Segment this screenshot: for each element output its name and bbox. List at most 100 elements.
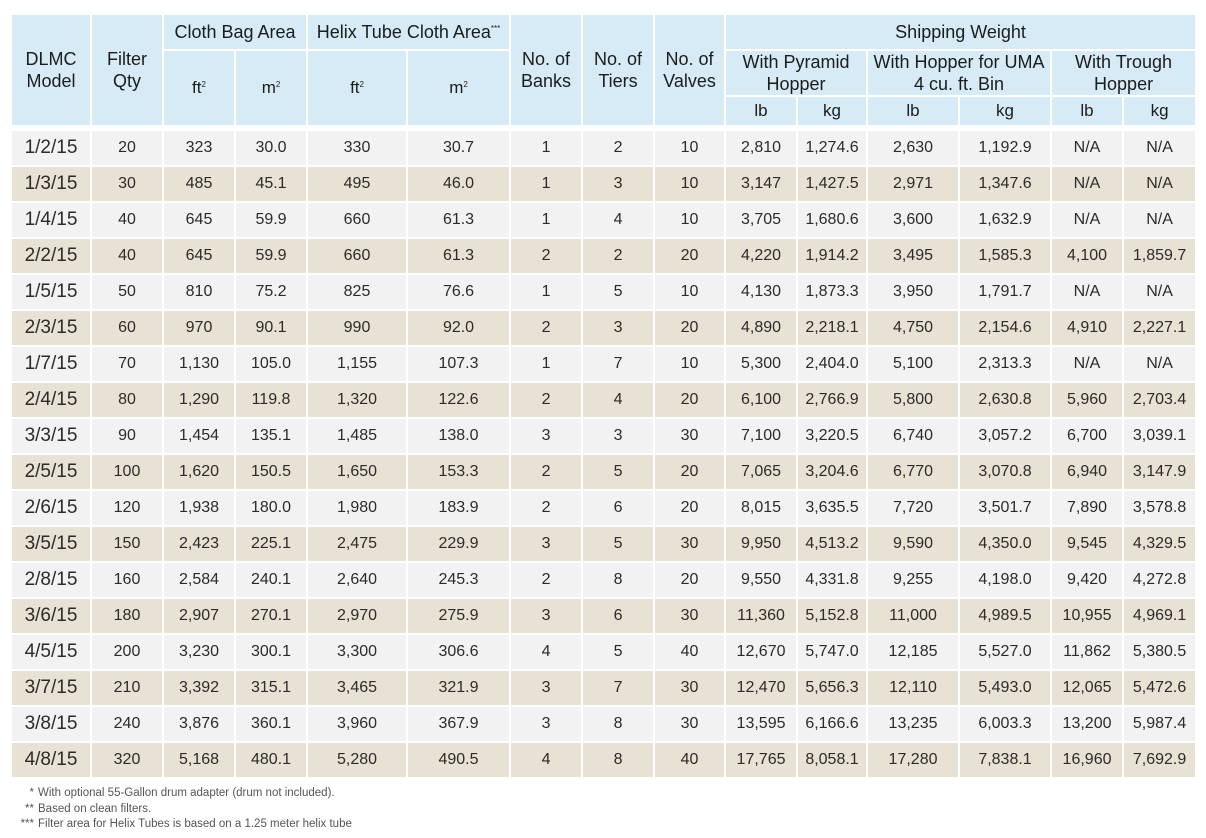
table-cell: 11,862 — [1052, 635, 1125, 671]
table-cell: 3,705 — [726, 203, 799, 239]
helix-tube-label: Helix Tube Cloth Area — [316, 22, 491, 42]
table-cell: 2 — [583, 239, 656, 275]
table-cell: 4 — [583, 383, 656, 419]
table-cell: 2,313.3 — [960, 347, 1053, 383]
table-cell: 3,220.5 — [798, 419, 869, 455]
table-cell: N/A — [1124, 347, 1196, 383]
table-cell: 5 — [583, 635, 656, 671]
specifications-table: DLMC Model Filter Qty Cloth Bag Area Hel… — [12, 15, 1196, 779]
header-cloth-m2: m2 — [236, 51, 309, 127]
model-cell: 3/3/15 — [12, 419, 92, 455]
table-cell: 970 — [164, 311, 236, 347]
table-cell: 30 — [655, 527, 727, 563]
table-cell: 6,740 — [868, 419, 961, 455]
table-cell: 7,065 — [726, 455, 799, 491]
table-cell: 4 — [583, 203, 656, 239]
table-cell: 150.5 — [236, 455, 309, 491]
table-cell: 5,493.0 — [960, 671, 1053, 707]
model-cell: 1/5/15 — [12, 275, 92, 311]
table-cell: 660 — [308, 239, 409, 275]
header-no-of-tiers: No. of Tiers — [583, 15, 656, 127]
table-cell: 30 — [655, 707, 727, 743]
table-cell: 1,427.5 — [798, 167, 869, 203]
table-cell: 7,720 — [868, 491, 961, 527]
header-cloth-bag-area: Cloth Bag Area — [164, 15, 309, 51]
header-helix-tube-cloth-area: Helix Tube Cloth Area*** — [308, 15, 512, 51]
table-cell: 10 — [655, 347, 727, 383]
table-cell: 4,198.0 — [960, 563, 1053, 599]
table-cell: 1,980 — [308, 491, 409, 527]
table-cell: 6 — [583, 599, 656, 635]
table-cell: 1,914.2 — [798, 239, 869, 275]
table-cell: 3 — [583, 167, 656, 203]
table-cell: 6,940 — [1052, 455, 1125, 491]
table-cell: 90 — [92, 419, 164, 455]
table-cell: 17,765 — [726, 743, 799, 779]
table-cell: 9,545 — [1052, 527, 1125, 563]
table-cell: 1,938 — [164, 491, 236, 527]
table-cell: 1,130 — [164, 347, 236, 383]
footnote-mark: *** — [20, 818, 34, 830]
table-cell: 4,331.8 — [798, 563, 869, 599]
table-cell: 105.0 — [236, 347, 309, 383]
table-cell: 2 — [511, 383, 584, 419]
table-cell: 5,380.5 — [1124, 635, 1196, 671]
table-cell: 5,800 — [868, 383, 961, 419]
table-cell: 2,154.6 — [960, 311, 1053, 347]
table-row: 3/3/15 90 1,454 135.1 1,485 138.0 3 3 30 7,100 3,2… — [12, 419, 1196, 455]
table-cell: 40 — [92, 203, 164, 239]
table-cell: 59.9 — [236, 239, 309, 275]
model-cell: 3/6/15 — [12, 599, 92, 635]
table-cell: 10 — [655, 127, 727, 167]
table-cell: 9,420 — [1052, 563, 1125, 599]
table-cell: 150 — [92, 527, 164, 563]
table-row: 3/7/15 210 3,392 315.1 3,465 321.9 3 7 30 12,470 5… — [12, 671, 1196, 707]
table-cell: 40 — [92, 239, 164, 275]
table-cell: 1 — [511, 203, 584, 239]
table-cell: 4,969.1 — [1124, 599, 1196, 635]
header-pyramid-kg: kg — [798, 97, 869, 127]
table-cell: 5,168 — [164, 743, 236, 779]
table-cell: 810 — [164, 275, 236, 311]
header-no-of-valves: No. of Valves — [655, 15, 727, 127]
table-row: 2/4/15 80 1,290 119.8 1,320 122.6 2 4 20 6,100 2,7… — [12, 383, 1196, 419]
table-cell: 180 — [92, 599, 164, 635]
table-cell: 3,039.1 — [1124, 419, 1196, 455]
table-cell: 3,230 — [164, 635, 236, 671]
table-cell: N/A — [1052, 275, 1125, 311]
table-cell: 1,192.9 — [960, 127, 1053, 167]
table-cell: 2,640 — [308, 563, 409, 599]
header-helix-m2: m2 — [408, 51, 512, 127]
table-cell: 4,130 — [726, 275, 799, 311]
table-cell: 4 — [511, 635, 584, 671]
table-cell: 6 — [583, 491, 656, 527]
model-cell: 3/5/15 — [12, 527, 92, 563]
table-cell: 3,057.2 — [960, 419, 1053, 455]
table-cell: 5 — [583, 275, 656, 311]
model-cell: 4/5/15 — [12, 635, 92, 671]
table-cell: 92.0 — [408, 311, 512, 347]
table-cell: 6,700 — [1052, 419, 1125, 455]
model-cell: 1/4/15 — [12, 203, 92, 239]
table-cell: 1,632.9 — [960, 203, 1053, 239]
table-cell: 2,766.9 — [798, 383, 869, 419]
table-cell: 46.0 — [408, 167, 512, 203]
footnote-mark: ** — [25, 802, 34, 815]
table-cell: 1 — [511, 127, 584, 167]
table-cell: 17,280 — [868, 743, 961, 779]
table-cell: 2,630.8 — [960, 383, 1053, 419]
table-cell: 1 — [511, 275, 584, 311]
table-cell: 3,578.8 — [1124, 491, 1196, 527]
header-dlmc-model: DLMC Model — [12, 15, 92, 127]
table-cell: 5,960 — [1052, 383, 1125, 419]
table-cell: 3,204.6 — [798, 455, 869, 491]
model-cell: 2/2/15 — [12, 239, 92, 275]
table-cell: 3,300 — [308, 635, 409, 671]
table-cell: 30.7 — [408, 127, 512, 167]
table-row: 3/5/15 150 2,423 225.1 2,475 229.9 3 5 30 9,950 4,… — [12, 527, 1196, 563]
table-cell: 1,454 — [164, 419, 236, 455]
table-cell: 6,166.6 — [798, 707, 869, 743]
table-cell: 330 — [308, 127, 409, 167]
table-cell: 5,656.3 — [798, 671, 869, 707]
table-cell: 2,404.0 — [798, 347, 869, 383]
